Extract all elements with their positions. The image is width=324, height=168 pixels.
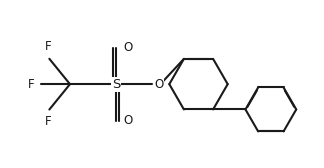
Text: O: O <box>154 78 163 91</box>
Text: S: S <box>112 78 120 91</box>
Text: F: F <box>44 115 51 128</box>
Text: F: F <box>28 78 34 91</box>
Text: O: O <box>123 41 132 54</box>
Text: O: O <box>123 114 132 127</box>
Text: F: F <box>44 40 51 53</box>
